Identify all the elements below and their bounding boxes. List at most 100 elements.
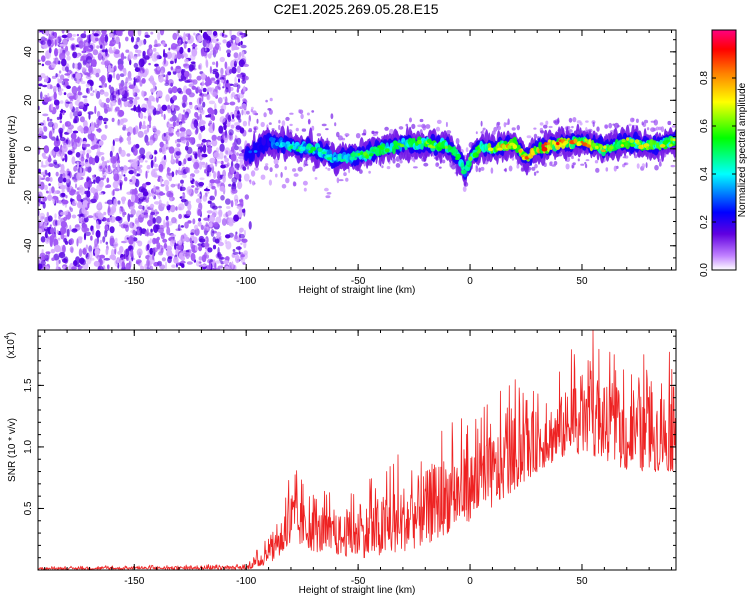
spectrogram-cell	[77, 79, 80, 85]
spectrogram-cell	[365, 154, 370, 159]
spectrogram-cell	[146, 125, 150, 133]
spectrogram-cell	[94, 155, 100, 164]
spectrogram-cell	[137, 130, 144, 138]
spectrogram-cell	[214, 81, 217, 84]
spectrogram-cell	[163, 133, 166, 137]
spectrogram-cell	[503, 122, 507, 128]
spectrogram-cell	[47, 116, 50, 122]
spectrogram-cell	[166, 226, 171, 235]
spectrogram-cell	[311, 110, 315, 113]
spectrogram-cell	[268, 179, 272, 186]
spectrogram-cell	[212, 244, 217, 250]
spectrogram-cell	[216, 38, 219, 42]
spectrogram-cell	[198, 245, 203, 252]
spectrogram-cell	[151, 193, 155, 198]
spectrogram-cell	[79, 166, 82, 176]
spectrogram-cell	[539, 122, 544, 126]
spectrogram-cell	[117, 200, 121, 205]
spectrogram-cell	[190, 61, 196, 64]
spectrogram-cell	[88, 113, 91, 120]
spectrogram-cell	[181, 162, 185, 166]
spectrogram-cell	[123, 100, 128, 108]
spectrogram-cell	[143, 120, 146, 126]
spectrogram-cell	[190, 253, 196, 262]
spectrogram-cell	[180, 136, 186, 141]
spectrogram-cell	[598, 144, 603, 148]
spectrogram-cell	[130, 108, 137, 111]
spectrogram-cell	[242, 98, 247, 103]
spectrogram-cell	[198, 89, 203, 94]
spectrogram-cell	[114, 138, 121, 142]
spectrogram-cell	[117, 109, 124, 118]
snr-axes: -150 -100 -50 0 50 0.5 1.0 1.5	[23, 330, 676, 587]
spectrogram-cell	[214, 188, 217, 197]
spectrogram-cell	[143, 129, 148, 135]
spectrogram-cell	[207, 113, 212, 118]
spectrogram-cell	[38, 178, 41, 187]
spectrogram-cell	[577, 158, 580, 162]
spectrogram-cell	[630, 117, 635, 123]
spectrogram-cell	[201, 94, 204, 102]
spectrogram-cell	[491, 130, 496, 135]
spectrogram-cell	[94, 135, 97, 143]
spectrogram-cell	[171, 171, 175, 178]
spectrogram-cell	[109, 86, 115, 96]
colorbar-frame	[711, 29, 737, 271]
spectrogram-cell	[166, 166, 170, 175]
spectrogram-cell	[256, 118, 259, 124]
spectrogram-cell	[128, 82, 132, 86]
spectrogram-cell	[289, 112, 294, 115]
spectrogram-cell	[154, 149, 157, 155]
spectrogram-cell	[265, 99, 268, 103]
spectrogram-cell	[61, 65, 66, 72]
spectrogram-cell	[188, 101, 193, 106]
spectrogram-cell	[230, 153, 237, 162]
spectrogram-cell	[112, 139, 115, 147]
spectrogram-cell	[63, 80, 69, 87]
spectrogram-cell	[455, 138, 460, 145]
spectrogram-cell	[215, 260, 221, 264]
spectrogram-cell	[536, 170, 539, 174]
spectrogram-cell	[86, 228, 90, 232]
spectrogram-cell	[85, 143, 91, 147]
spectrogram-cell	[269, 97, 273, 102]
spectrogram-cell	[76, 36, 83, 44]
spectrogram-cell	[123, 254, 126, 259]
spectrogram-cell	[381, 143, 386, 147]
spectrogram-cell	[214, 179, 221, 184]
spectrogram-cell	[74, 63, 78, 69]
spectrogram-cell	[157, 260, 163, 267]
spectrogram-cell	[384, 126, 389, 131]
spectrogram-cell	[334, 122, 337, 127]
spectrogram-cell	[198, 161, 203, 170]
spectrogram-cell	[153, 163, 159, 168]
spectrogram-cell	[182, 114, 188, 121]
spectrogram-cell	[395, 156, 400, 162]
spectrogram-cell	[168, 87, 173, 94]
spectrogram-cell	[82, 95, 88, 98]
spectrogram-cell	[168, 47, 171, 51]
spectrogram-cell	[229, 30, 232, 37]
spectrogram-cell	[175, 65, 182, 74]
spectrogram-cell	[69, 238, 74, 245]
spectrogram-cell	[183, 109, 186, 113]
spectrogram-cell	[79, 116, 85, 123]
spectrogram-cell	[162, 41, 166, 47]
spectrogram-cell	[193, 161, 200, 170]
spectrogram-cell	[671, 125, 676, 128]
spectrogram-cell	[60, 220, 67, 228]
spectrogram-cell	[594, 145, 599, 150]
spectrogram-cell	[139, 147, 146, 156]
spectrogram-cell	[77, 91, 82, 96]
spectrogram-cell	[184, 71, 190, 78]
spectrogram-cell	[193, 169, 200, 174]
spectrogram-cell	[177, 224, 181, 231]
spectrogram-cell	[40, 91, 43, 100]
spectrogram-cell	[71, 141, 78, 150]
spectrogram-cell	[184, 221, 189, 229]
spectrogram-cell	[184, 66, 190, 69]
spectrogram-cell	[190, 232, 195, 235]
spectrogram-cell	[508, 165, 513, 172]
spectrogram-cell	[207, 53, 212, 59]
spectrogram-cell	[104, 221, 111, 225]
